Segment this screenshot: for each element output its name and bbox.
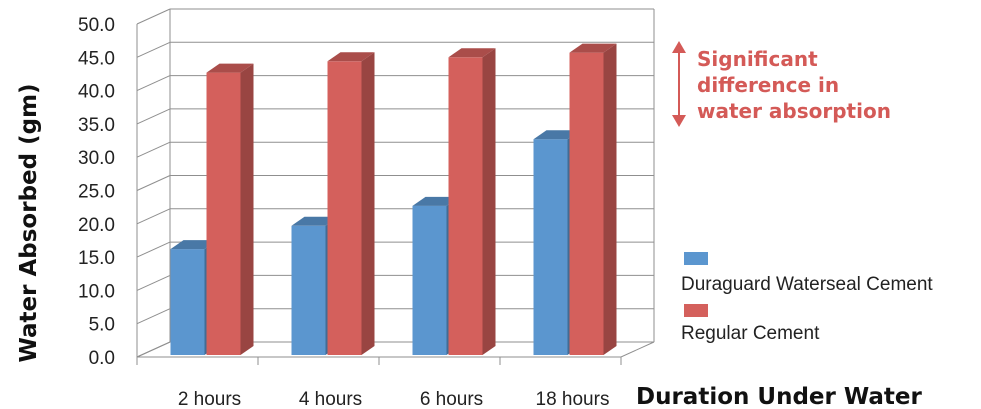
bar-front (533, 139, 568, 355)
bar-front (569, 52, 604, 355)
y-tick-label: 0.0 (89, 348, 115, 369)
gridline-diagonal (136, 41, 171, 58)
x-tick-label: 4 hours (299, 389, 362, 409)
bar-front (412, 205, 447, 355)
x-tick-label: 2 hours (178, 389, 241, 409)
x-tick-label: 18 hours (536, 389, 610, 409)
bar-top (448, 48, 496, 58)
gridline-diagonal (136, 175, 171, 191)
gridline-diagonal (136, 274, 171, 291)
gridline-diagonal (136, 108, 171, 125)
y-tick-label: 45.0 (78, 48, 115, 69)
annotation-line-1: Significant (697, 47, 818, 71)
bar-top (206, 63, 254, 73)
double-arrow-vertical-icon (672, 41, 686, 127)
y-axis-title: Water Absorbed (gm) (16, 83, 42, 362)
y-tick-label: 15.0 (78, 248, 115, 269)
y-axis-tick-labels: 0.0 5.0 10.0 15.0 20.0 25.0 30.0 35.0 40.0 45.0 50… (78, 15, 115, 369)
bar-top (170, 240, 218, 250)
gridline-diagonal (136, 141, 171, 158)
legend: Duraguard Waterseal Cement Regular Cemen… (681, 252, 933, 344)
y-tick-label: 35.0 (78, 115, 115, 136)
y-tick-label: 40.0 (78, 82, 115, 103)
annotation: Significant difference in water absorpti… (672, 41, 891, 127)
gridline-diagonal (136, 75, 171, 92)
bar-top (569, 43, 617, 53)
bar (569, 43, 617, 355)
bar-top (327, 52, 375, 62)
gridline-diagonal (136, 341, 171, 358)
bar-top (291, 216, 339, 226)
bar (327, 52, 375, 355)
y-tick-label: 20.0 (78, 215, 115, 236)
annotation-line-3: water absorption (697, 99, 891, 123)
bar-top (412, 196, 460, 206)
y-tick-label: 30.0 (78, 148, 115, 169)
bar-top (533, 130, 581, 140)
bar-front (206, 72, 241, 356)
bars (170, 43, 617, 356)
bar (206, 63, 254, 356)
bar-side (603, 43, 617, 355)
x-tick-label: 6 hours (420, 389, 483, 409)
y-tick-label: 5.0 (89, 315, 115, 336)
bar-front (327, 61, 362, 355)
gridline-diagonal (136, 308, 171, 325)
y-tick-label: 25.0 (78, 182, 115, 203)
y-tick-label: 50.0 (78, 15, 115, 36)
bar-side (240, 63, 254, 356)
legend-swatch-regular (684, 304, 708, 317)
gridline-diagonal (136, 208, 171, 225)
legend-swatch-duraguard (684, 252, 708, 265)
legend-label-regular: Regular Cement (681, 323, 820, 344)
gridline-diagonal (136, 8, 171, 25)
x-axis-tick-labels: 2 hours 4 hours 6 hours 18 hours (178, 389, 610, 409)
legend-label-duraguard: Duraguard Waterseal Cement (681, 274, 933, 295)
bar-front (291, 225, 326, 355)
annotation-line-2: difference in (697, 73, 839, 97)
x-axis-title: Duration Under Water (636, 384, 923, 409)
bar (448, 48, 496, 355)
gridline-diagonal (136, 241, 171, 258)
bar-side (361, 52, 375, 355)
bar-side (482, 48, 496, 355)
bar-front (170, 249, 205, 355)
bar-front (448, 57, 483, 355)
y-tick-label: 10.0 (78, 281, 115, 302)
